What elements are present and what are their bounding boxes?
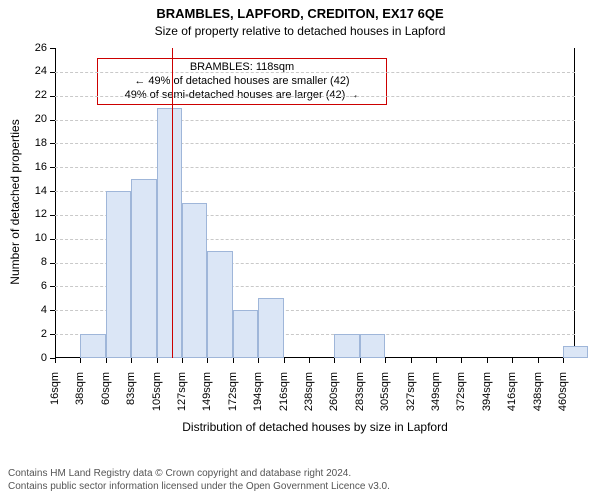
y-tick-label: 22 — [17, 89, 47, 101]
x-tick — [538, 358, 539, 363]
x-tick-label: 416sqm — [506, 372, 518, 422]
x-tick — [436, 358, 437, 363]
x-tick — [309, 358, 310, 363]
y-tick-label: 12 — [17, 208, 47, 220]
annotation-box: BRAMBLES: 118sqm ← 49% of detached house… — [97, 58, 387, 105]
y-tick — [50, 215, 55, 216]
y-tick — [50, 72, 55, 73]
gridline — [55, 72, 575, 73]
x-tick — [55, 358, 56, 363]
annotation-line2: ← 49% of detached houses are smaller (42… — [104, 75, 380, 89]
y-tick-label: 16 — [17, 161, 47, 173]
chart-title-line2: Size of property relative to detached ho… — [0, 24, 600, 38]
x-tick-label: 460sqm — [557, 372, 569, 422]
y-tick-label: 24 — [17, 65, 47, 77]
y-tick — [50, 143, 55, 144]
histogram-bar — [563, 346, 588, 358]
x-tick — [233, 358, 234, 363]
histogram-bar — [157, 108, 182, 358]
x-tick-label: 327sqm — [405, 372, 417, 422]
x-tick-label: 83sqm — [125, 372, 137, 422]
histogram-bar — [106, 191, 131, 358]
x-tick-label: 372sqm — [455, 372, 467, 422]
x-tick-label: 305sqm — [379, 372, 391, 422]
x-tick-label: 16sqm — [49, 372, 61, 422]
x-tick-label: 127sqm — [176, 372, 188, 422]
x-tick-label: 172sqm — [227, 372, 239, 422]
y-axis-label: Number of detached properties — [8, 102, 22, 302]
y-tick-label: 4 — [17, 304, 47, 316]
x-tick-label: 394sqm — [481, 372, 493, 422]
histogram-bar — [207, 251, 232, 358]
y-tick-label: 14 — [17, 185, 47, 197]
y-tick-label: 26 — [17, 42, 47, 54]
histogram-bar — [131, 179, 156, 358]
x-tick — [182, 358, 183, 363]
chart-title-line1: BRAMBLES, LAPFORD, CREDITON, EX17 6QE — [0, 6, 600, 21]
x-tick — [411, 358, 412, 363]
x-tick — [487, 358, 488, 363]
x-tick — [131, 358, 132, 363]
y-tick — [50, 48, 55, 49]
y-tick-label: 0 — [17, 352, 47, 364]
caption-line2: Contains public sector information licen… — [8, 481, 390, 494]
y-tick — [50, 286, 55, 287]
histogram-bar — [80, 334, 105, 358]
gridline — [55, 96, 575, 97]
x-tick — [461, 358, 462, 363]
figure: BRAMBLES, LAPFORD, CREDITON, EX17 6QE Si… — [0, 0, 600, 500]
x-tick — [512, 358, 513, 363]
y-tick-label: 18 — [17, 137, 47, 149]
histogram-bar — [360, 334, 385, 358]
y-tick — [50, 120, 55, 121]
gridline — [55, 167, 575, 168]
gridline — [55, 120, 575, 121]
y-tick-label: 2 — [17, 328, 47, 340]
y-tick-label: 10 — [17, 232, 47, 244]
x-tick-label: 216sqm — [278, 372, 290, 422]
histogram-bar — [334, 334, 359, 358]
y-tick — [50, 191, 55, 192]
x-tick-label: 60sqm — [100, 372, 112, 422]
right-axis-line — [574, 48, 575, 358]
y-tick-label: 6 — [17, 280, 47, 292]
histogram-bar — [258, 298, 283, 358]
x-tick — [360, 358, 361, 363]
histogram-bar — [233, 310, 258, 358]
y-tick — [50, 96, 55, 97]
x-tick-label: 194sqm — [252, 372, 264, 422]
x-tick — [106, 358, 107, 363]
y-tick — [50, 239, 55, 240]
y-tick-label: 8 — [17, 256, 47, 268]
caption: Contains HM Land Registry data © Crown c… — [8, 468, 390, 493]
gridline — [55, 143, 575, 144]
x-tick-label: 349sqm — [430, 372, 442, 422]
y-tick — [50, 263, 55, 264]
x-tick — [157, 358, 158, 363]
y-tick — [50, 310, 55, 311]
x-tick-label: 105sqm — [151, 372, 163, 422]
histogram-bar — [182, 203, 207, 358]
x-tick-label: 283sqm — [354, 372, 366, 422]
y-tick — [50, 167, 55, 168]
marker-line — [172, 48, 173, 358]
x-tick-label: 38sqm — [74, 372, 86, 422]
x-tick — [385, 358, 386, 363]
plot-area: BRAMBLES: 118sqm ← 49% of detached house… — [55, 48, 575, 358]
y-axis-line — [55, 48, 56, 358]
x-axis-label: Distribution of detached houses by size … — [55, 420, 575, 434]
x-tick-label: 149sqm — [201, 372, 213, 422]
x-tick — [258, 358, 259, 363]
caption-line1: Contains HM Land Registry data © Crown c… — [8, 468, 390, 481]
y-tick — [50, 334, 55, 335]
x-tick-label: 238sqm — [303, 372, 315, 422]
x-tick — [284, 358, 285, 363]
x-tick-label: 438sqm — [532, 372, 544, 422]
x-tick — [334, 358, 335, 363]
x-tick — [207, 358, 208, 363]
y-tick-label: 20 — [17, 113, 47, 125]
x-tick — [563, 358, 564, 363]
x-tick-label: 260sqm — [328, 372, 340, 422]
x-tick — [80, 358, 81, 363]
